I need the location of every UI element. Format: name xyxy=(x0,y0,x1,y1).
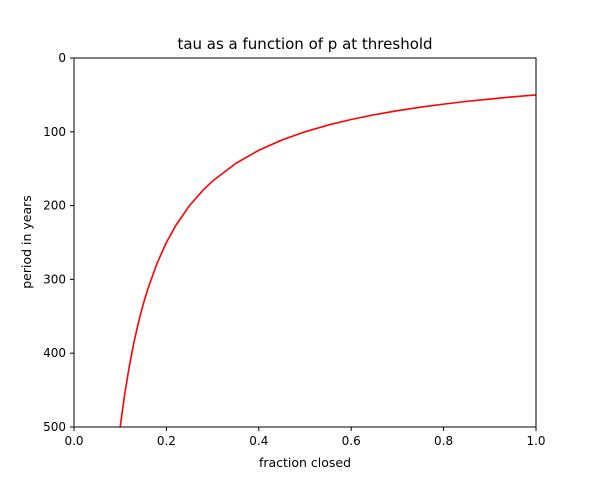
y-tick-label: 500 xyxy=(43,420,66,434)
plot-area xyxy=(119,94,537,428)
x-tick-label: 1.0 xyxy=(526,434,545,448)
axes-frame xyxy=(73,57,537,428)
x-tick-label: 0.2 xyxy=(157,434,176,448)
x-tick-label: 0.0 xyxy=(64,434,83,448)
y-axis: 0 100 200 300 400 500 xyxy=(43,51,74,434)
y-tick-label: 400 xyxy=(43,346,66,360)
y-tick-label: 300 xyxy=(43,272,66,286)
x-tick-label: 0.4 xyxy=(249,434,268,448)
series-line xyxy=(119,94,537,428)
x-axis-label: fraction closed xyxy=(259,455,351,470)
chart-title: tau as a function of p at threshold xyxy=(177,35,432,53)
y-axis-label: period in years xyxy=(19,195,34,289)
y-tick-label: 200 xyxy=(43,199,66,213)
y-tick-label: 0 xyxy=(58,51,66,65)
x-tick-label: 0.6 xyxy=(342,434,361,448)
x-tick-label: 0.8 xyxy=(434,434,453,448)
y-tick-label: 100 xyxy=(43,125,66,139)
x-axis: 0.0 0.2 0.4 0.6 0.8 1.0 xyxy=(64,427,546,448)
